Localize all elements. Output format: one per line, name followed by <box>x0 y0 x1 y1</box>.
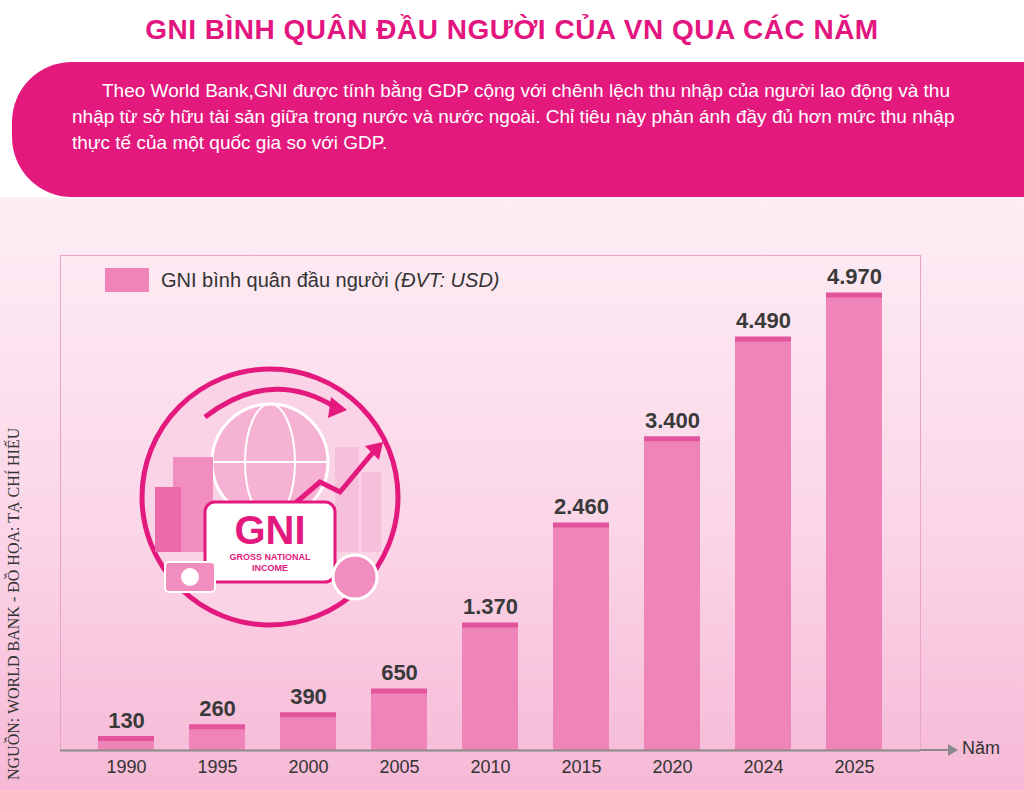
svg-text:2024: 2024 <box>743 757 783 777</box>
svg-text:4.490: 4.490 <box>736 308 791 333</box>
html-text:GNI bình quân đầu người (ĐVT:: GNI bình quân đầu người (ĐVT: USD) <box>161 268 500 291</box>
html-text:NGUỒN: WORLD BANK - ĐỒ HỌA: TẠ: NGUỒN: WORLD BANK - ĐỒ HỌA: TẠ CHÍ HIẾU <box>5 427 22 780</box>
svg-text:2000: 2000 <box>288 757 328 777</box>
svg-text:1.370: 1.370 <box>463 594 518 619</box>
svg-text:INCOME: INCOME <box>252 563 288 573</box>
svg-text:2025: 2025 <box>834 757 874 777</box>
html-text:Năm: Năm <box>962 738 1000 758</box>
svg-text:260: 260 <box>199 696 236 721</box>
svg-text:GROSS NATIONAL: GROSS NATIONAL <box>230 552 311 562</box>
svg-text:2.460: 2.460 <box>554 494 609 519</box>
svg-text:2020: 2020 <box>652 757 692 777</box>
html-text:GNI BÌNH QUÂN ĐẦU NGƯỜI CỦA VN: GNI BÌNH QUÂN ĐẦU NGƯỜI CỦA VN QUA CÁC N… <box>145 14 879 45</box>
svg-text:130: 130 <box>108 708 145 733</box>
svg-text:1995: 1995 <box>197 757 237 777</box>
svg-text:4.970: 4.970 <box>827 264 882 289</box>
svg-text:GNI: GNI <box>234 508 305 552</box>
svg-text:650: 650 <box>381 660 418 685</box>
svg-text:2005: 2005 <box>379 757 419 777</box>
svg-text:1990: 1990 <box>106 757 146 777</box>
svg-text:2015: 2015 <box>561 757 601 777</box>
html-text:Theo World Bank,GNI được tính: Theo World Bank,GNI được tính bằng GDP c… <box>72 80 955 154</box>
svg-text:390: 390 <box>290 684 327 709</box>
svg-text:2010: 2010 <box>470 757 510 777</box>
svg-text:3.400: 3.400 <box>645 408 700 433</box>
